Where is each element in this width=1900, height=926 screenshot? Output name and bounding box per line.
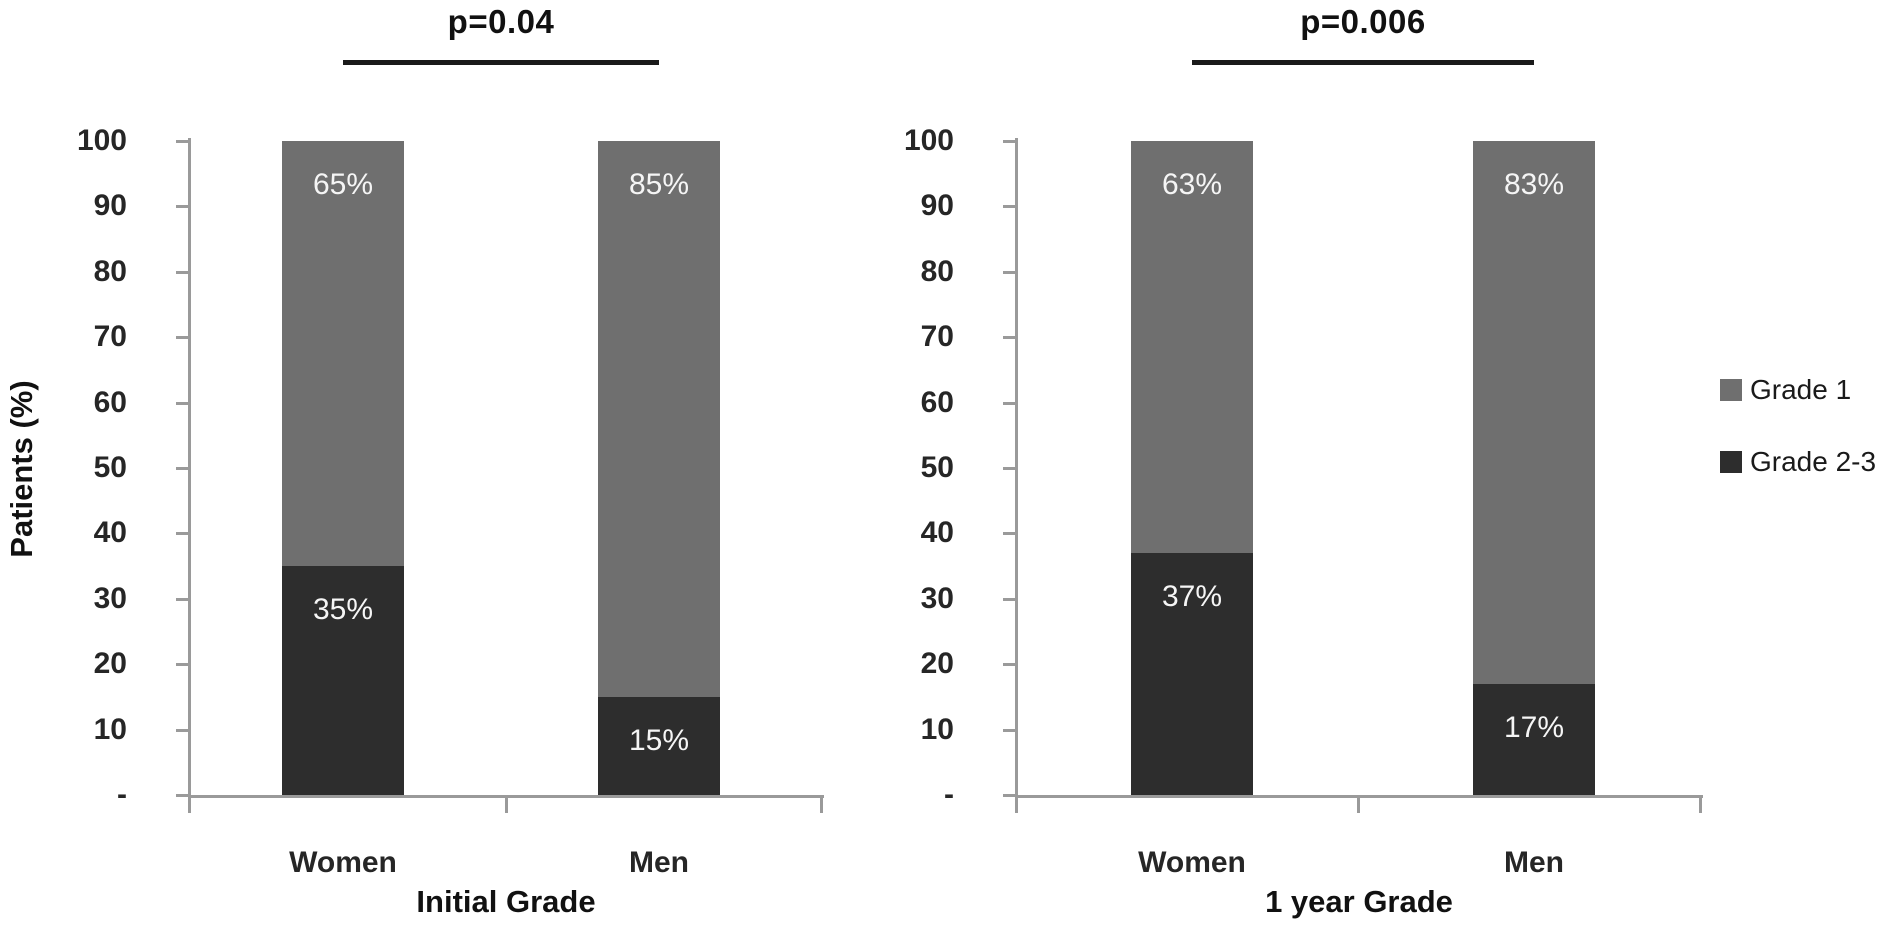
segment-value-label: 83% [1503, 168, 1565, 202]
x-axis-title: Initial Grade [416, 884, 596, 919]
x-category-label-men: Men [629, 846, 689, 879]
y-tick-label: 70 [93, 320, 127, 354]
y-tick-mark [1003, 467, 1016, 470]
y-tick-mark [1003, 794, 1016, 797]
legend-label: Grade 2-3 [1750, 446, 1877, 477]
segment-value-label: 37% [1161, 580, 1223, 614]
y-tick-mark [1003, 336, 1016, 339]
y-tick-mark [1003, 205, 1016, 208]
y-tick-label: 30 [920, 581, 954, 615]
y-tick-label: 40 [920, 516, 954, 550]
y-tick-mark [176, 467, 189, 470]
y-tick-label: 30 [93, 581, 127, 615]
y-tick-label: 10 [93, 712, 127, 746]
y-tick-label: 100 [76, 124, 127, 157]
y-tick-mark [1003, 532, 1016, 535]
legend: Grade 1 Grade 2-3 [1712, 370, 1900, 514]
y-tick-mark [176, 205, 189, 208]
grade1-segment: 85% [598, 141, 720, 697]
y-tick-mark [176, 271, 189, 274]
y-tick-label: 60 [93, 385, 127, 419]
y-tick-mark [176, 663, 189, 666]
y-tick-mark [176, 794, 189, 797]
y-tick-label: 100 [903, 124, 954, 157]
bar-men: 83% 17% [1473, 141, 1595, 795]
x-category-label-men: Men [1504, 846, 1564, 879]
y-tick-label: 70 [920, 320, 954, 354]
y-tick-label: 90 [93, 189, 127, 223]
y-tick-label: 80 [920, 254, 954, 288]
y-tick-label: 60 [920, 385, 954, 419]
y-tick-mark [176, 402, 189, 405]
segment-value-label: 63% [1161, 168, 1223, 202]
x-tick-mark [1699, 795, 1702, 813]
y-tick-mark [176, 532, 189, 535]
y-tick-mark [176, 598, 189, 601]
y-tick-label: 20 [920, 647, 954, 681]
bar-women: 65% 35% [282, 141, 404, 795]
y-tick-label: 80 [93, 254, 127, 288]
segment-value-label: 17% [1503, 710, 1565, 744]
y-tick-label: 20 [93, 647, 127, 681]
y-tick-mark [1003, 729, 1016, 732]
x-tick-mark [505, 795, 508, 813]
y-tick-label: 90 [920, 189, 954, 223]
y-tick-mark [176, 729, 189, 732]
y-tick-mark [1003, 663, 1016, 666]
y-tick-label: - [117, 778, 127, 811]
segment-value-label: 15% [628, 723, 690, 757]
y-tick-mark [1003, 140, 1016, 143]
bar-men: 85% 15% [598, 141, 720, 795]
x-category-label-women: Women [1138, 846, 1246, 879]
segment-value-label: 85% [628, 168, 690, 202]
bar-women: 63% 37% [1131, 141, 1253, 795]
y-tick-label: 10 [920, 712, 954, 746]
grade1-swatch [1720, 379, 1742, 401]
y-tick-mark [176, 336, 189, 339]
legend-item-grade1: Grade 1 [1712, 370, 1900, 410]
y-tick-mark [1003, 402, 1016, 405]
x-tick-mark [820, 795, 823, 813]
y-tick-mark [1003, 271, 1016, 274]
grade23-segment: 17% [1473, 683, 1595, 795]
grade1-segment: 83% [1473, 141, 1595, 684]
p-value-label: p=0.04 [447, 3, 555, 40]
significance-line [1192, 60, 1534, 65]
significance-line [343, 60, 659, 65]
y-tick-mark [176, 140, 189, 143]
y-tick-label: - [944, 778, 954, 811]
grade1-segment: 65% [282, 141, 404, 567]
segment-value-label: 65% [312, 168, 374, 202]
grade23-segment: 37% [1131, 553, 1253, 795]
segment-value-label: 35% [312, 593, 374, 627]
y-tick-label: 50 [93, 451, 127, 484]
y-axis-line [1015, 138, 1018, 813]
y-tick-label: 50 [920, 451, 954, 484]
p-value-label: p=0.006 [1300, 3, 1426, 40]
grade23-swatch [1720, 451, 1742, 473]
grade1-segment: 63% [1131, 141, 1253, 554]
legend-label: Grade 1 [1750, 374, 1852, 405]
y-tick-mark [1003, 598, 1016, 601]
legend-item-grade23: Grade 2-3 [1712, 442, 1900, 482]
grade23-segment: 15% [598, 696, 720, 795]
x-category-label-women: Women [289, 846, 397, 879]
y-axis-line [188, 138, 191, 813]
x-tick-mark [1357, 795, 1360, 813]
x-axis-title: 1 year Grade [1265, 884, 1453, 919]
y-tick-label: 40 [93, 516, 127, 550]
grade23-segment: 35% [282, 566, 404, 795]
